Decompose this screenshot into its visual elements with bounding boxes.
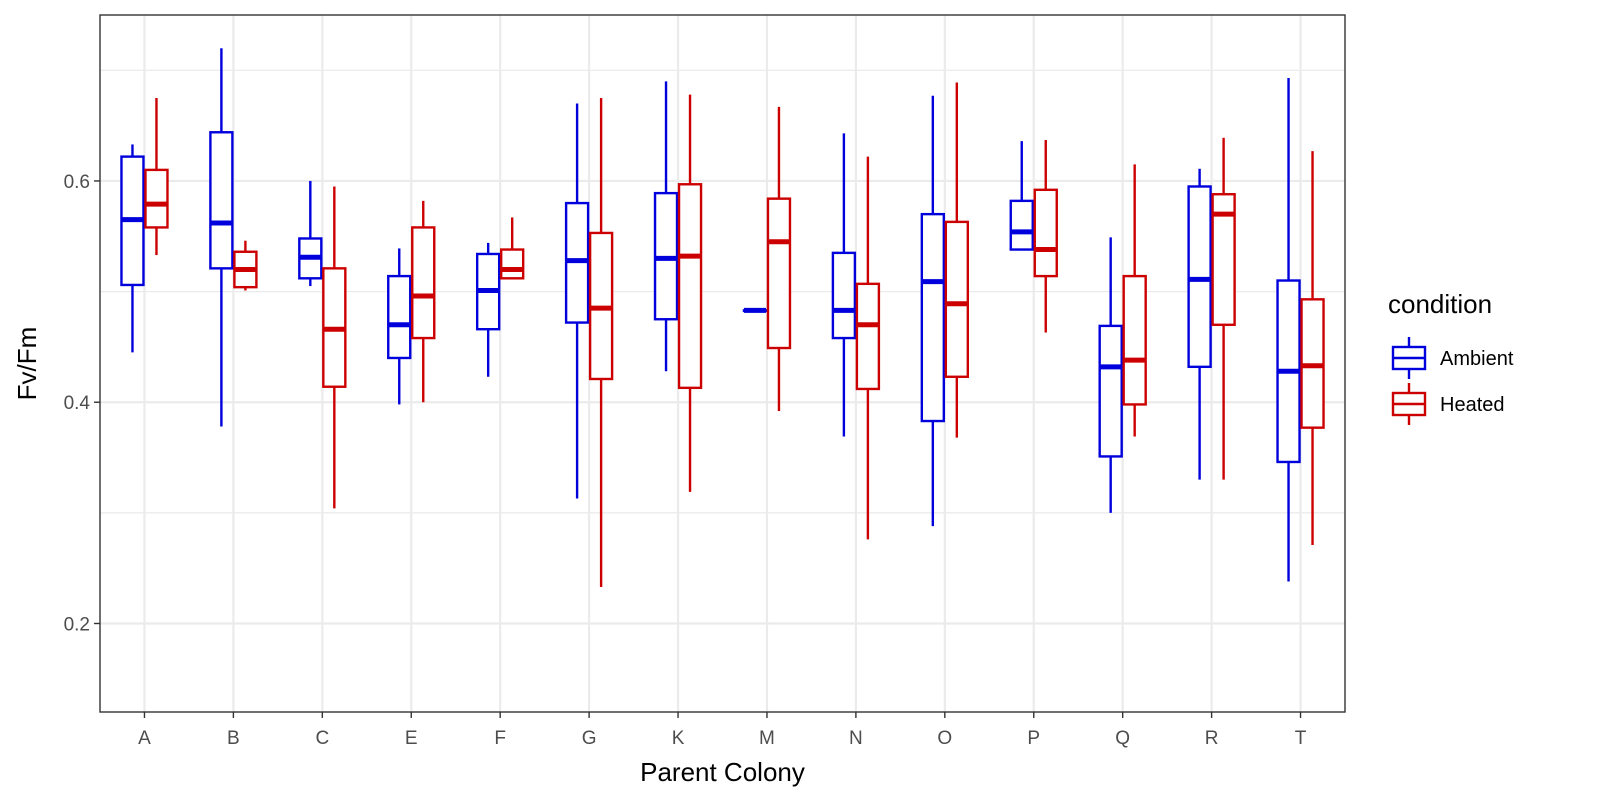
box <box>855 282 881 391</box>
x-tick-label: C <box>315 728 329 749</box>
boxplot-ambient-F <box>475 242 501 377</box>
box <box>766 197 792 350</box>
boxplot-heated-T <box>1300 151 1325 545</box>
y-tick-label: 0.4 <box>64 393 91 414</box>
x-tick-label: O <box>937 728 952 749</box>
box <box>677 183 703 390</box>
boxplot-heated-P <box>1033 140 1058 333</box>
boxplot-heated-O <box>944 82 970 438</box>
boxplot-ambient-Q <box>1098 237 1123 513</box>
boxplot-heated-Q <box>1122 164 1147 437</box>
boxplot-heated-C <box>322 186 347 509</box>
x-tick-label: E <box>405 728 418 749</box>
x-tick-label: F <box>494 728 506 749</box>
legend-key-heated: Heated <box>1391 383 1505 425</box>
box <box>1187 185 1212 369</box>
y-axis-title: Fv/Fm <box>12 327 42 401</box>
x-tick-label: Q <box>1115 728 1130 749</box>
x-tick-label: P <box>1027 728 1040 749</box>
boxplot-heated-K <box>677 94 703 492</box>
boxplot-heated-R <box>1211 137 1236 480</box>
boxplot-ambient-N <box>831 133 857 437</box>
boxplot-heated-B <box>233 240 258 291</box>
boxplot-heated-A <box>144 97 169 256</box>
boxplot-ambient-E <box>387 248 412 405</box>
boxplot-ambient-A <box>120 144 145 353</box>
box <box>831 251 857 340</box>
box <box>920 212 946 423</box>
box <box>1122 274 1147 406</box>
box <box>387 274 412 360</box>
box <box>144 168 169 229</box>
boxplot-heated-G <box>588 97 614 587</box>
legend-title: condition <box>1388 289 1492 319</box>
boxplot-heated-N <box>855 156 881 540</box>
legend: condition Ambient Heated <box>1388 289 1514 425</box>
x-tick-label: A <box>138 728 151 749</box>
axes: 0.2 0.4 0.6 A B C E F G K M N O P Q R T <box>64 172 1307 749</box>
x-tick-label: M <box>759 728 775 749</box>
boxplot-ambient-O <box>920 95 946 527</box>
panel-border <box>99 14 1346 713</box>
boxplot-ambient-K <box>653 81 679 372</box>
box <box>499 248 525 280</box>
boxplots <box>120 48 1325 587</box>
boxplot-heated-F <box>499 217 525 280</box>
boxplot-ambient-C <box>298 180 323 287</box>
box <box>209 131 234 270</box>
box <box>1009 199 1034 251</box>
boxplot-ambient-P <box>1009 141 1034 251</box>
boxplot-ambient-T <box>1276 78 1301 582</box>
x-tick-label: T <box>1295 728 1307 749</box>
legend-key-ambient: Ambient <box>1391 337 1514 379</box>
panel-background <box>100 15 1345 712</box>
x-tick-label: B <box>227 728 240 749</box>
x-tick-label: R <box>1205 728 1219 749</box>
y-tick-label: 0.2 <box>64 614 90 635</box>
boxplot-heated-M <box>766 106 792 412</box>
boxplot-ambient-M <box>742 307 768 313</box>
legend-keys: Ambient Heated <box>1391 337 1514 425</box>
boxplot-ambient-G <box>564 103 590 499</box>
box <box>1033 188 1058 278</box>
boxplot-ambient-B <box>209 48 234 427</box>
x-tick-label: K <box>672 728 685 749</box>
x-axis-title: Parent Colony <box>640 757 805 787</box>
box <box>411 226 436 340</box>
x-tick-label: N <box>849 728 863 749</box>
box <box>944 220 970 378</box>
y-tick-label: 0.6 <box>64 172 90 193</box>
box <box>1211 193 1236 326</box>
legend-label-ambient: Ambient <box>1440 348 1514 370</box>
legend-label-heated: Heated <box>1440 394 1505 416</box>
boxplot-heated-E <box>411 200 436 403</box>
boxplot-ambient-R <box>1187 168 1212 480</box>
box <box>1098 324 1123 458</box>
x-tick-label: G <box>582 728 597 749</box>
